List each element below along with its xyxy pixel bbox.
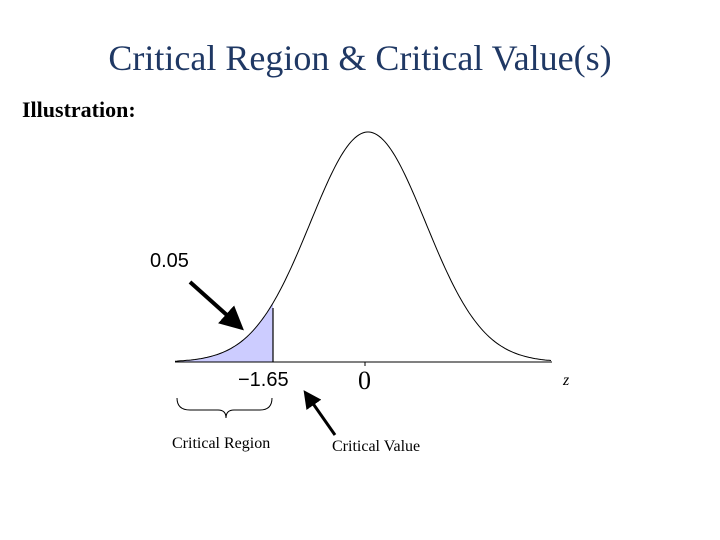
region-brace <box>176 397 273 419</box>
slide-title: Critical Region & Critical Value(s) <box>108 38 611 78</box>
subtitle: Illustration: <box>22 97 136 122</box>
normal-curve <box>174 131 552 362</box>
value-caption: Critical Value <box>332 438 420 455</box>
center-label: 0 <box>358 366 371 395</box>
area-arrow <box>188 280 244 331</box>
tail-area-label: 0.05 <box>150 250 189 272</box>
axis-label: z <box>562 372 570 389</box>
region-caption: Critical Region <box>172 435 270 452</box>
value-arrow <box>303 390 337 436</box>
critical-region-shade <box>175 303 273 362</box>
critical-value-label: −1.65 <box>238 369 289 391</box>
